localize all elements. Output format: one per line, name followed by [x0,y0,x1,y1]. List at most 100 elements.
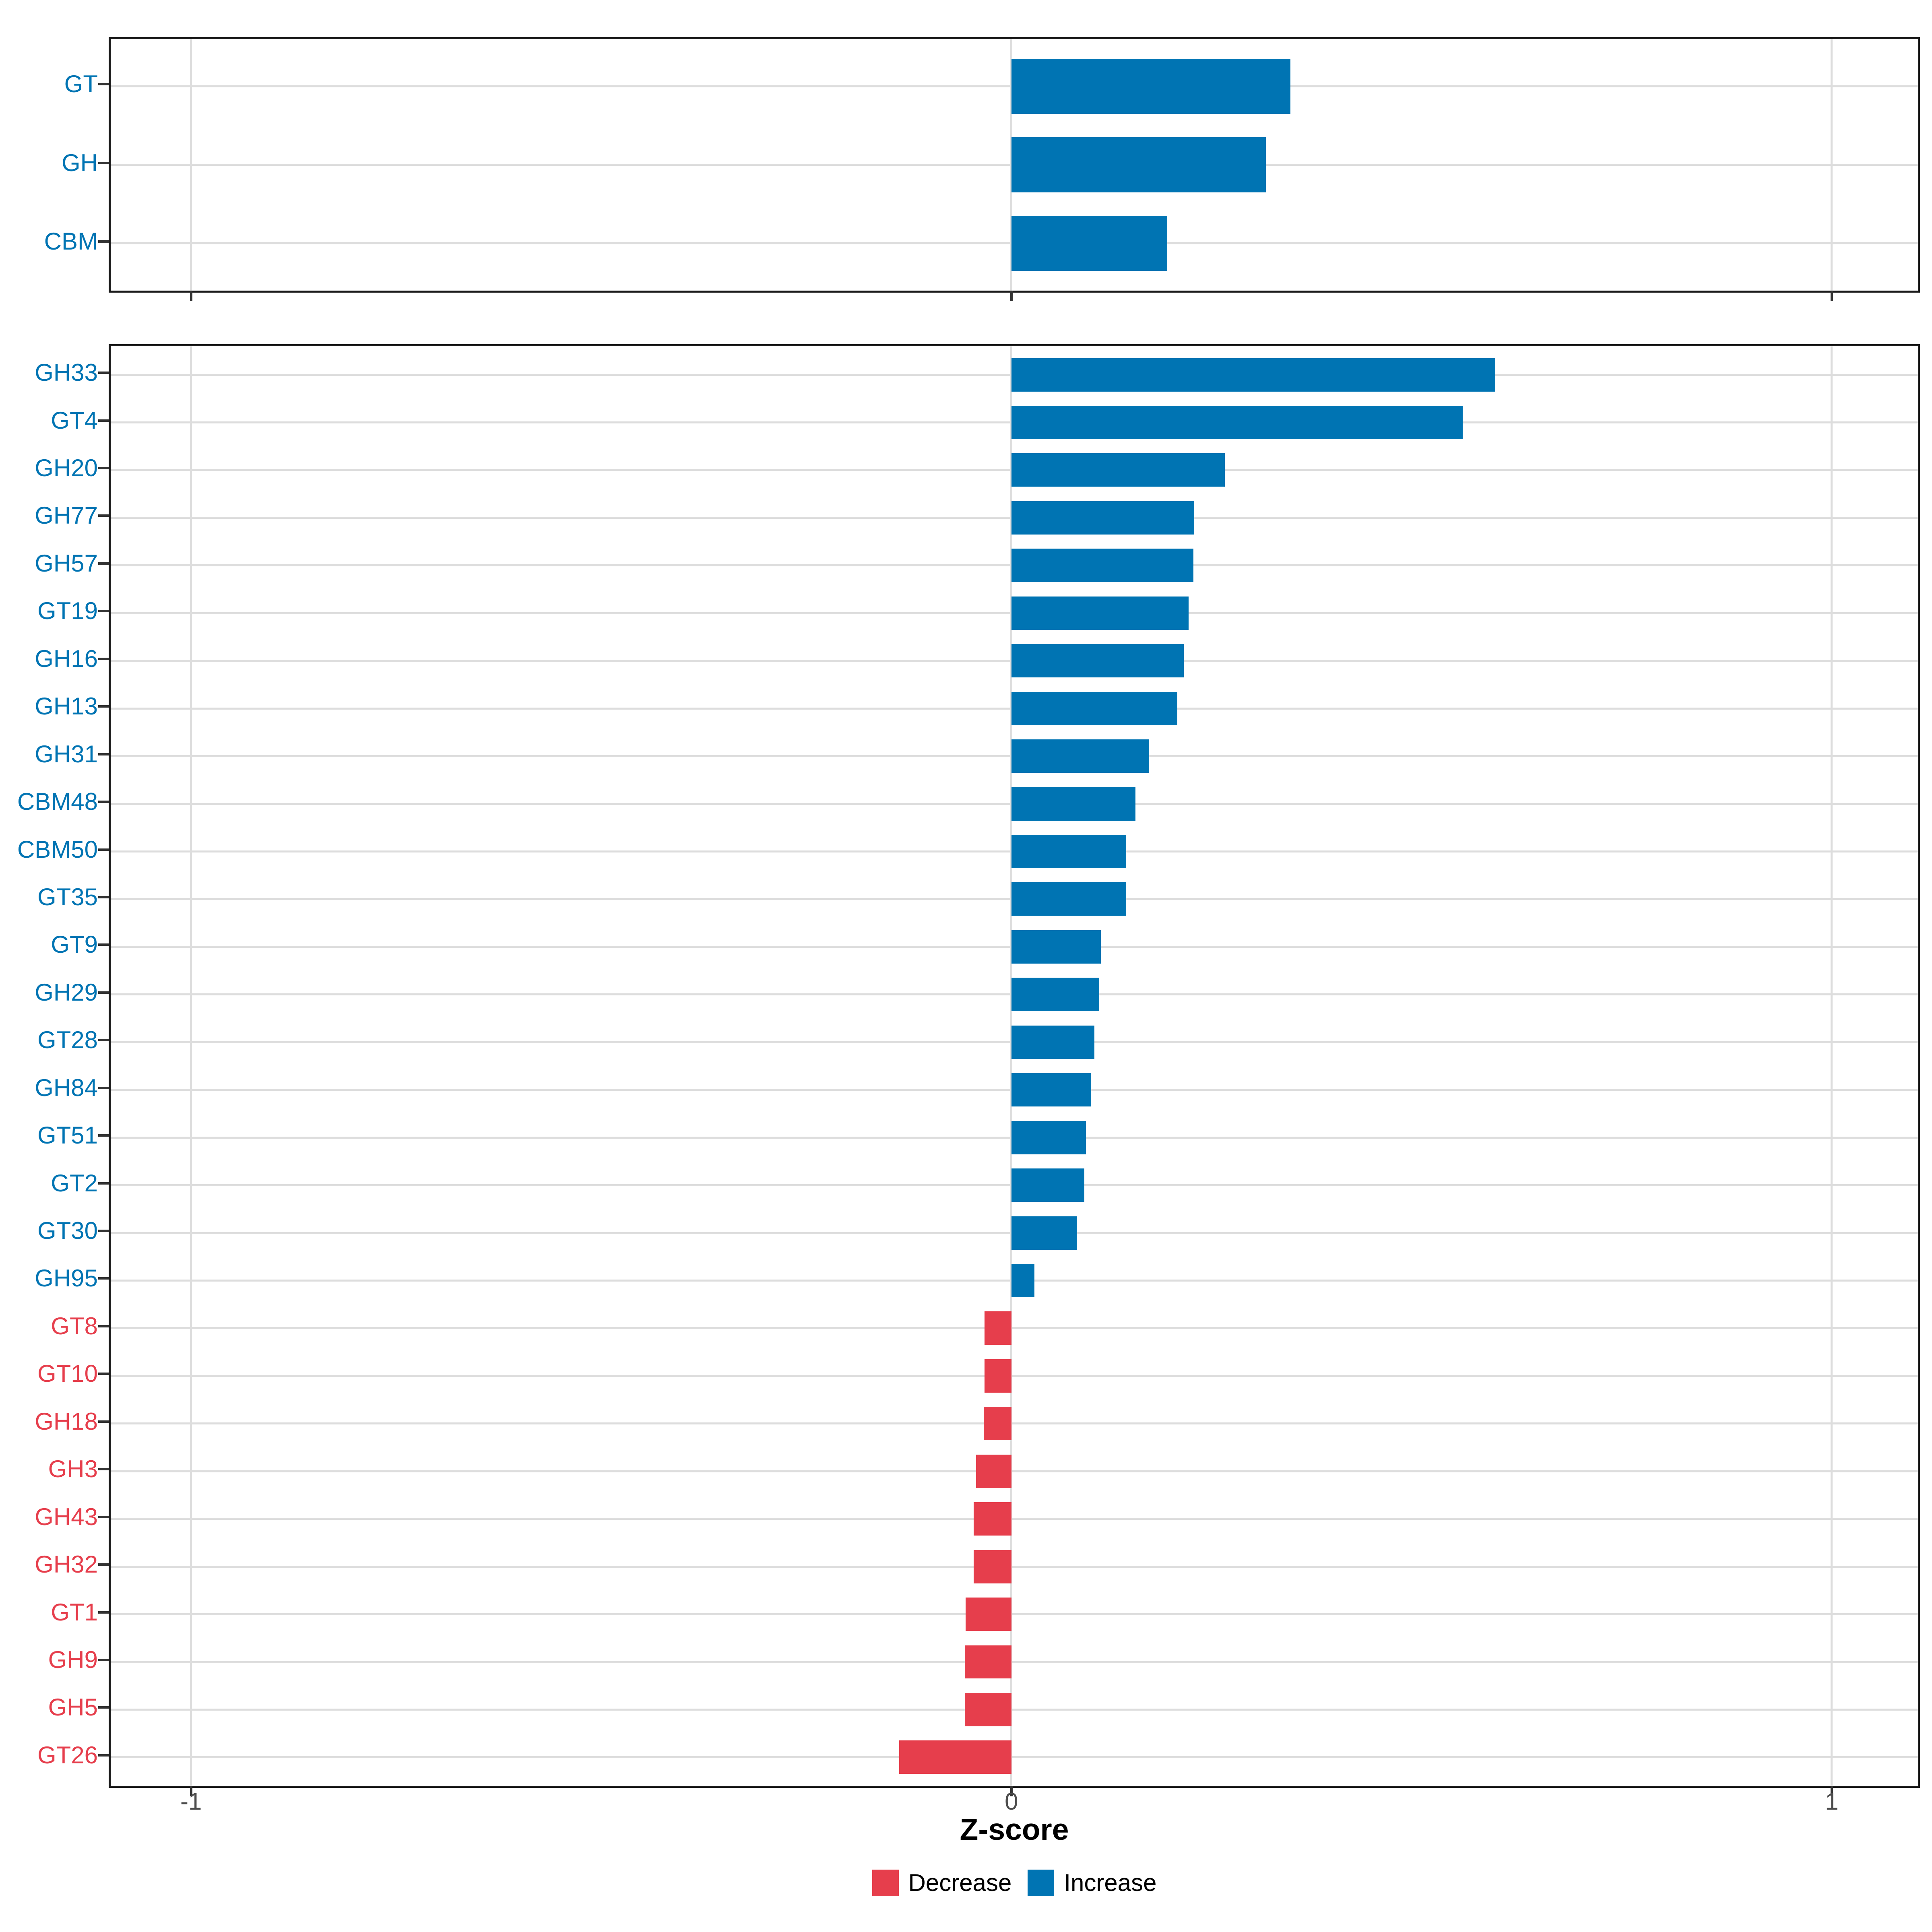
legend-swatch-increase [1028,1870,1055,1896]
y-axis-tick [98,705,109,708]
y-axis-tick [98,419,109,422]
bar-gt4 [1011,406,1463,439]
bar-cbm48 [1011,787,1135,821]
x-axis-tick [1010,291,1013,301]
bar-gh33 [1011,358,1496,392]
category-label-gh20: GH20 [35,454,98,481]
x-tick-label: 1 [1825,1788,1839,1815]
y-axis-tick [98,1706,109,1709]
category-label-gt8: GT8 [51,1312,98,1340]
horizontal-gridline [111,1661,1918,1663]
x-tick-label: 0 [1005,1788,1018,1815]
summary-panel [109,37,1920,293]
category-label-gh29: GH29 [35,978,98,1006]
legend-item-decrease: Decrease [872,1869,1012,1896]
category-label-gt1: GT1 [51,1598,98,1626]
category-label-gt19: GT19 [37,597,98,625]
category-label-gh43: GH43 [35,1503,98,1530]
horizontal-gridline [111,1708,1918,1711]
y-axis-tick [98,1325,109,1327]
bar-gh31 [1011,739,1150,773]
y-axis-tick [98,466,109,469]
bar-gh13 [1011,691,1177,725]
category-label-gt26: GT26 [37,1741,98,1769]
legend-swatch-decrease [872,1870,899,1896]
bar-gt10 [984,1359,1011,1393]
category-label-gt: GT [64,70,98,98]
category-label-gh84: GH84 [35,1074,98,1101]
y-axis-tick [98,1230,109,1232]
bar-gt8 [984,1311,1011,1345]
category-label-gt9: GT9 [51,931,98,958]
category-label-gh9: GH9 [48,1646,98,1674]
category-label-gh16: GH16 [35,645,98,672]
y-axis-tick [98,562,109,565]
y-axis-tick [98,1373,109,1375]
horizontal-gridline [111,1613,1918,1616]
y-axis-tick [98,1420,109,1423]
y-axis-tick [98,372,109,374]
x-axis-tick [1010,1786,1013,1796]
category-label-gh: GH [62,149,98,176]
category-label-gh18: GH18 [35,1408,98,1435]
bar-gh18 [983,1407,1011,1441]
category-label-gt4: GT4 [51,407,98,434]
legend-label: Decrease [908,1869,1012,1896]
bar-gh [1011,137,1266,192]
horizontal-gridline [111,1565,1918,1568]
legend-label: Increase [1064,1869,1157,1896]
y-axis-tick [98,991,109,994]
x-axis-tick [190,1786,192,1796]
bar-cbm50 [1011,835,1127,868]
category-label-cbm50: CBM50 [17,836,98,863]
bar-gt9 [1011,930,1101,964]
y-axis-tick [98,1611,109,1614]
y-axis-tick [98,1563,109,1566]
y-axis-tick [98,896,109,898]
y-axis-tick [98,610,109,613]
bar-gh9 [964,1645,1011,1679]
y-axis-tick [98,1659,109,1662]
bar-gh3 [976,1454,1011,1488]
bar-gh29 [1011,978,1099,1011]
horizontal-gridline [111,1470,1918,1472]
category-label-gt10: GT10 [37,1360,98,1387]
category-label-gh95: GH95 [35,1265,98,1292]
category-label-gh13: GH13 [35,693,98,720]
horizontal-gridline [111,1518,1918,1520]
y-axis-tick [98,240,109,243]
y-axis-tick [98,1134,109,1137]
category-label-cbm: CBM [44,227,98,255]
bar-gh77 [1011,501,1195,535]
category-label-gt28: GT28 [37,1026,98,1054]
legend: Decrease Increase [111,1870,1918,1896]
category-label-gh31: GH31 [35,740,98,768]
category-label-gh32: GH32 [35,1551,98,1578]
horizontal-gridline [111,1422,1918,1425]
category-label-gt35: GT35 [37,883,98,910]
x-axis-tick [1830,291,1833,301]
bar-gt [1011,58,1290,114]
category-label-gh5: GH5 [48,1694,98,1721]
bar-gh32 [974,1550,1011,1583]
bar-gh84 [1011,1073,1091,1107]
y-axis-tick [98,848,109,851]
y-axis-tick [98,83,109,86]
category-label-gh77: GH77 [35,502,98,529]
bar-gt30 [1011,1216,1077,1250]
vertical-gridline [190,346,192,1786]
y-axis-tick [98,1754,109,1757]
category-label-cbm48: CBM48 [17,788,98,815]
y-axis-tick [98,801,109,803]
bar-cbm [1011,216,1168,271]
bar-gt2 [1011,1168,1085,1202]
y-axis-tick [98,1468,109,1471]
horizontal-gridline [111,1327,1918,1329]
y-axis-tick [98,753,109,755]
bar-gh16 [1011,644,1184,678]
category-label-gt51: GT51 [37,1122,98,1149]
horizontal-gridline [111,1375,1918,1377]
y-axis-tick [98,1182,109,1185]
y-axis-tick [98,1515,109,1518]
